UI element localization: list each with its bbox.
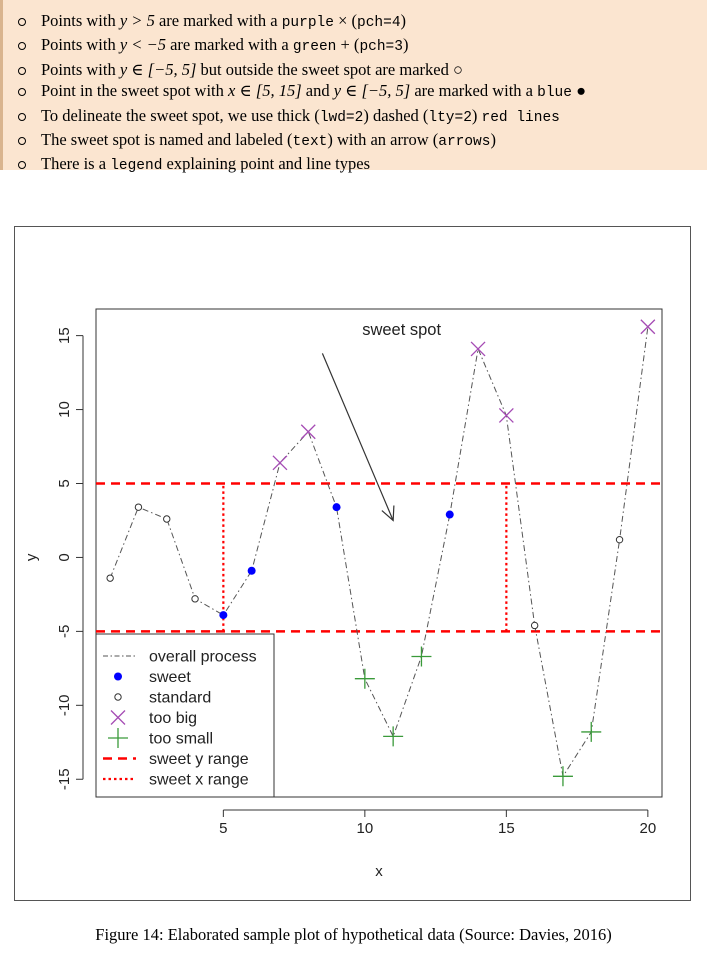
math-expression: y < −5 bbox=[119, 35, 166, 55]
data-point-standard bbox=[615, 535, 624, 544]
code-term: pch=4 bbox=[357, 15, 401, 31]
code-term: arrows bbox=[438, 134, 491, 151]
x-tick-label: 5 bbox=[219, 820, 227, 837]
legend-symbol-standard bbox=[114, 693, 122, 701]
annotation-label: sweet spot bbox=[362, 321, 441, 339]
legend-symbol-sweet bbox=[114, 672, 122, 681]
x-tick-label: 15 bbox=[498, 820, 515, 837]
y-tick-label: 10 bbox=[56, 401, 73, 418]
notes-list: Points with y > 5 are marked with a purp… bbox=[3, 0, 707, 178]
data-point-standard bbox=[134, 503, 143, 511]
data-point-sweet bbox=[445, 510, 454, 519]
math-expression: y > 5 bbox=[119, 11, 155, 30]
data-point-sweet bbox=[332, 503, 341, 512]
data-point-small bbox=[411, 646, 432, 667]
legend-symbol-too-small bbox=[108, 728, 128, 748]
note-item: Points with y ∈ [−5, 5] but outside the … bbox=[15, 59, 707, 80]
code-term: red lines bbox=[481, 109, 560, 126]
code-term: pch=3 bbox=[359, 39, 403, 56]
code-term: legend bbox=[110, 158, 163, 175]
data-point-big bbox=[640, 319, 656, 335]
legend-label: overall process bbox=[149, 649, 257, 666]
code-term: green bbox=[292, 39, 337, 56]
legend-box bbox=[95, 633, 275, 798]
legend-label: too small bbox=[149, 731, 213, 748]
data-point-big bbox=[300, 424, 316, 440]
legend-symbol-too-big bbox=[110, 710, 126, 725]
x-axis-title: x bbox=[375, 863, 383, 880]
data-point-standard bbox=[106, 574, 114, 582]
data-point-big bbox=[272, 455, 288, 471]
note-item: To delineate the sweet spot, we use thic… bbox=[15, 105, 707, 129]
legend-label: sweet bbox=[149, 669, 191, 686]
data-point-big bbox=[470, 341, 486, 357]
data-point-sweet bbox=[219, 611, 228, 620]
note-item: Points with y > 5 are marked with a purp… bbox=[15, 10, 707, 34]
note-item: Point in the sweet spot with x ∈ [5, 15]… bbox=[15, 80, 707, 104]
y-tick-label: 5 bbox=[56, 479, 73, 487]
data-point-standard bbox=[163, 515, 171, 523]
legend-label: standard bbox=[149, 690, 211, 707]
data-point-big bbox=[498, 408, 514, 423]
data-point-standard bbox=[530, 621, 539, 630]
legend-label: sweet y range bbox=[149, 751, 249, 768]
note-item: There is a legend explaining point and l… bbox=[15, 153, 707, 177]
math-expression: x ∈ [5, 15] bbox=[228, 81, 302, 101]
math-expression: y ∈ [−5, 5] bbox=[333, 81, 411, 101]
data-point-small bbox=[354, 668, 375, 689]
figure-caption: Figure 14: Elaborated sample plot of hyp… bbox=[95, 925, 612, 944]
code-term: purple bbox=[281, 15, 334, 31]
data-point-small bbox=[383, 726, 404, 747]
data-point-small bbox=[552, 766, 573, 787]
y-tick-label: 0 bbox=[56, 553, 73, 561]
annotation-arrow-head bbox=[381, 505, 395, 522]
legend-label: too big bbox=[149, 710, 197, 727]
code-term: lty=2 bbox=[428, 109, 472, 126]
data-point-standard bbox=[191, 595, 199, 603]
data-point-sweet bbox=[247, 566, 256, 575]
code-term: blue bbox=[537, 85, 572, 102]
annotation-arrow bbox=[321, 353, 394, 521]
legend-label: sweet x range bbox=[149, 772, 249, 789]
code-term: text bbox=[292, 134, 328, 151]
notes-box: Points with y > 5 are marked with a purp… bbox=[0, 0, 707, 174]
y-tick-label: 15 bbox=[56, 327, 73, 344]
y-axis-title: y bbox=[23, 553, 40, 561]
data-point-small bbox=[581, 721, 602, 742]
y-tick-label: -15 bbox=[56, 768, 73, 790]
y-tick-label: -5 bbox=[56, 625, 73, 638]
y-tick-label: -10 bbox=[56, 694, 73, 716]
plot-border bbox=[95, 308, 663, 798]
note-item: Points with y < −5 are marked with a gre… bbox=[15, 34, 707, 58]
x-tick-label: 10 bbox=[357, 820, 374, 837]
math-expression: y ∈ [−5, 5] bbox=[119, 59, 197, 79]
code-term: lwd=2 bbox=[319, 109, 364, 126]
process-line bbox=[109, 326, 649, 778]
note-item: The sweet spot is named and labeled (tex… bbox=[15, 129, 707, 153]
x-tick-label: 20 bbox=[640, 820, 657, 837]
